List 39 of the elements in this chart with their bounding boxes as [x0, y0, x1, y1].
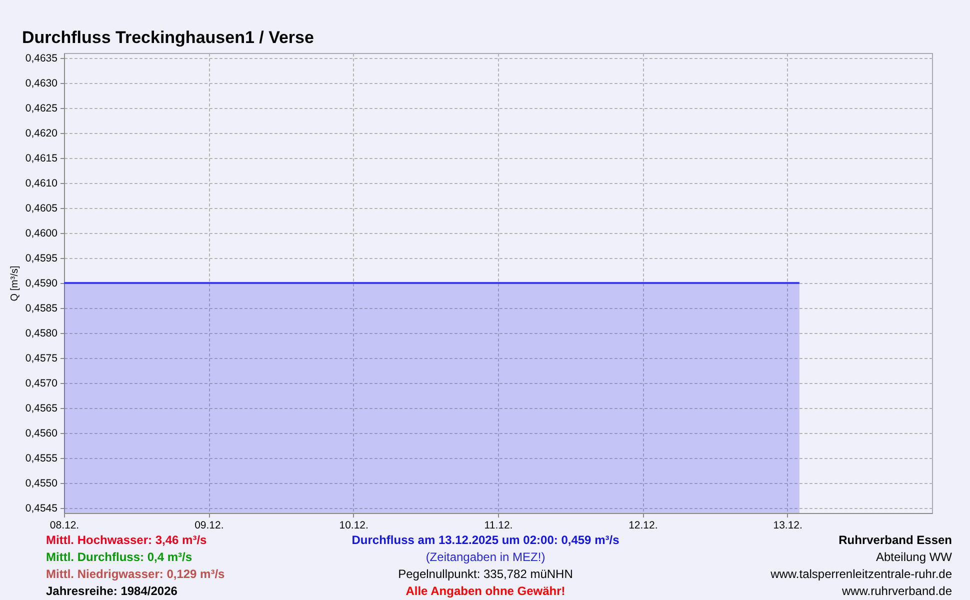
text: Pegelnullpunkt: 335,782 müNHN	[398, 567, 573, 581]
y-tick-label: 0,4635	[25, 52, 58, 64]
y-tick-label: 0,4630	[25, 78, 58, 90]
x-tick-label: 08.12.	[50, 520, 80, 532]
text: www.ruhrverband.de	[840, 584, 952, 598]
x-tick-label: 10.12.	[339, 520, 368, 532]
text: www.talsperrenleitzentrale-ruhr.de	[770, 567, 952, 581]
y-tick-label: 0,4600	[25, 228, 58, 240]
y-tick-label: 0,4575	[25, 352, 58, 364]
y-tick-label: 0,4610	[25, 178, 58, 190]
y-tick-label: 0,4560	[25, 428, 58, 440]
y-tick-label: 0,4625	[25, 102, 58, 114]
y-axis-title: Q [m³/s]	[9, 266, 20, 302]
text: Durchfluss am 13.12.2025 um 02:00: 0,459 m³/s	[352, 533, 620, 547]
text: Ruhrverband Essen	[838, 533, 952, 547]
x-tick-label: 09.12.	[194, 520, 224, 532]
chart-title: Durchfluss Treckinghausen1 / Verse	[22, 28, 314, 47]
x-tick-label: 11.12.	[484, 520, 513, 532]
y-tick-label: 0,4570	[25, 378, 58, 390]
y-tick-label: 0,4565	[25, 402, 58, 414]
text: Mittl. Niedrigwasser: 0,129 m³/s	[46, 567, 226, 581]
text: (Zeitangaben in MEZ!)	[426, 550, 546, 564]
x-tick-label: 12.12.	[628, 520, 658, 532]
y-tick-label: 0,4590	[25, 278, 58, 290]
y-tick-label: 0,4620	[25, 128, 58, 140]
text: Alle Angaben ohne Gewähr!	[406, 584, 566, 598]
text: Jahresreihe: 1984/2026	[46, 584, 178, 598]
y-tick-label: 0,4555	[25, 452, 58, 464]
y-tick-label: 0,4550	[25, 478, 58, 490]
y-tick-label: 0,4545	[25, 502, 58, 514]
y-tick-label: 0,4595	[25, 252, 58, 264]
text: Mittl. Hochwasser: 3,46 m³/s	[46, 533, 208, 547]
y-tick-label: 0,4580	[25, 328, 58, 340]
y-tick-label: 0,4605	[25, 202, 58, 214]
text: Mittl. Durchfluss: 0,4 m³/s	[46, 550, 192, 564]
text: Abteilung WW	[876, 550, 953, 564]
y-tick-label: 0,4615	[25, 152, 58, 164]
y-tick-label: 0,4585	[25, 302, 58, 314]
x-tick-label: 13.12.	[773, 520, 802, 532]
